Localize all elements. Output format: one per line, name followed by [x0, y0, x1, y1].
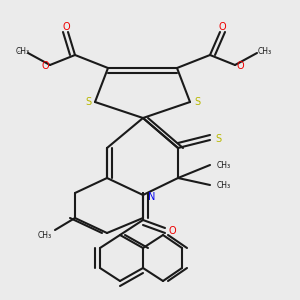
Text: CH₃: CH₃	[217, 160, 231, 169]
Text: CH₃: CH₃	[258, 47, 272, 56]
Text: O: O	[41, 61, 49, 71]
Text: S: S	[85, 97, 91, 107]
Text: methyl: methyl	[18, 50, 22, 52]
Text: S: S	[215, 134, 221, 144]
Text: CH₃: CH₃	[16, 47, 30, 56]
Text: CH₃: CH₃	[217, 181, 231, 190]
Text: O: O	[62, 22, 70, 32]
Text: O: O	[168, 226, 176, 236]
Text: N: N	[148, 192, 155, 202]
Text: S: S	[194, 97, 200, 107]
Text: O: O	[236, 61, 244, 71]
Text: CH₃: CH₃	[38, 230, 52, 239]
Text: O: O	[218, 22, 226, 32]
